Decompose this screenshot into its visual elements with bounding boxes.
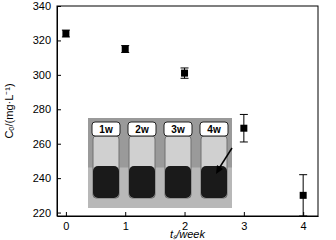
inset-label: 1w xyxy=(99,124,113,135)
y-tick-label: 340 xyxy=(33,0,51,12)
y-tick-label: 300 xyxy=(33,69,51,81)
y-tick-mark xyxy=(57,75,61,76)
y-tick-label: 240 xyxy=(33,172,51,184)
plot-frame xyxy=(57,6,318,216)
y-tick: 340 xyxy=(33,0,61,12)
y-tick-label: 320 xyxy=(33,34,51,46)
error-cap xyxy=(240,141,248,142)
x-tick: 3 xyxy=(241,212,247,232)
vial-liquid xyxy=(129,166,155,198)
vial-cap xyxy=(164,122,192,136)
vial-liquid xyxy=(201,166,227,198)
vial-glass xyxy=(165,136,191,198)
vial-glass xyxy=(201,136,227,198)
error-cap xyxy=(181,78,189,79)
y-tick-mark xyxy=(57,6,61,7)
error-cap xyxy=(299,174,307,175)
vial-liquid xyxy=(165,166,191,198)
data-point xyxy=(122,46,129,53)
x-tick-mark xyxy=(244,212,245,216)
data-layer xyxy=(62,30,307,216)
x-axis-line xyxy=(58,216,319,217)
chart: 1w2w3w4w01234220240260280300320340tₛ/wee… xyxy=(0,0,336,240)
y-axis-line xyxy=(57,7,58,217)
vial-liquid xyxy=(93,166,119,198)
vial-cap xyxy=(200,122,228,136)
error-cap xyxy=(181,67,189,68)
inset: 1w 2w 3w 4w xyxy=(88,118,232,208)
data-point xyxy=(181,70,188,77)
y-tick-label: 260 xyxy=(33,138,51,150)
y-tick: 320 xyxy=(33,34,61,46)
y-tick: 260 xyxy=(33,138,61,150)
y-tick: 300 xyxy=(33,69,61,81)
vial-glass xyxy=(129,136,155,198)
data-point xyxy=(240,125,247,132)
data-point xyxy=(62,30,69,37)
y-tick-mark xyxy=(57,40,61,41)
x-tick-label: 4 xyxy=(301,220,307,232)
y-tick: 280 xyxy=(33,103,61,115)
y-tick: 220 xyxy=(33,207,61,219)
x-tick: 1 xyxy=(123,212,129,232)
x-axis-title: tₛ/week xyxy=(170,228,205,240)
data-point xyxy=(300,192,307,199)
y-tick-mark xyxy=(57,144,61,145)
x-tick-label: 0 xyxy=(63,220,69,232)
inset-background xyxy=(88,118,232,208)
x-tick-label: 1 xyxy=(123,220,129,232)
error-cap xyxy=(240,114,248,115)
inset-arrow xyxy=(218,148,232,170)
y-tick-mark xyxy=(57,213,61,214)
vial-cap xyxy=(92,122,120,136)
y-tick-mark xyxy=(57,178,61,179)
x-tick-label: 3 xyxy=(241,220,247,232)
x-tick-mark xyxy=(185,212,186,216)
y-axis: 220 240 260 280 300 320 340 xyxy=(33,0,61,219)
inset-label: 4w xyxy=(207,124,221,135)
inset-label: 3w xyxy=(171,124,185,135)
error-cap xyxy=(299,216,307,217)
vial-glass xyxy=(93,136,119,198)
y-tick-mark xyxy=(57,109,61,110)
y-axis-title: Cₒ/(mg·L⁻¹) xyxy=(3,83,15,138)
vial-cap xyxy=(128,122,156,136)
y-tick-label: 280 xyxy=(33,103,51,115)
y-tick-label: 220 xyxy=(33,207,51,219)
x-tick: 0 xyxy=(63,212,69,232)
y-tick: 240 xyxy=(33,172,61,184)
inset-label: 2w xyxy=(135,124,149,135)
x-tick-mark xyxy=(66,212,67,216)
inset-arrow-head xyxy=(216,165,223,174)
x-tick-mark xyxy=(125,212,126,216)
